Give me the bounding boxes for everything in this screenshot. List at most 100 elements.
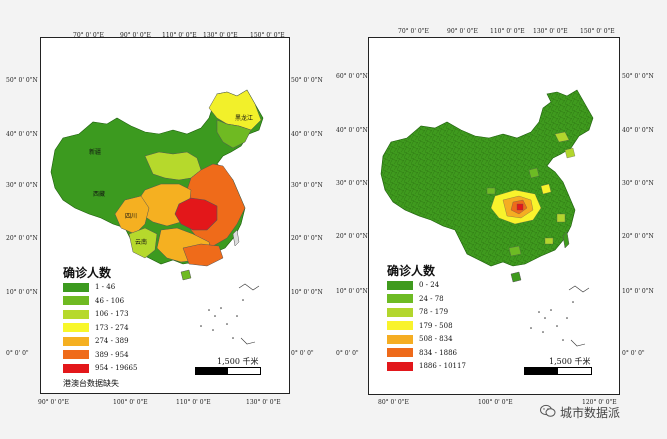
left-legend-item: 106 - 173	[63, 309, 129, 319]
right-right-tick-1: 40° 0' 0"N	[622, 127, 654, 134]
left-right-tick-0: 50° 0' 0"N	[291, 77, 323, 84]
left-legend-title: 确诊人数	[63, 266, 112, 280]
left-right-tick-3: 20° 0' 0"N	[291, 235, 323, 242]
left-legend-label: 954 - 19665	[95, 364, 138, 372]
right-right-tick-4: 10° 0' 0"N	[622, 288, 654, 295]
left-legend-label: 389 - 954	[95, 350, 129, 359]
left-legend-item: 46 - 106	[63, 296, 124, 306]
left-taiwan-island	[232, 229, 240, 247]
left-jilin-region	[216, 119, 252, 149]
right-left-tick-1: 40° 0' 0"N	[336, 127, 368, 134]
right-legend-item: 0 - 24	[387, 280, 439, 290]
right-legend-swatch	[387, 334, 413, 344]
right-top-tick-4: 150° 0' 0"E	[580, 28, 615, 35]
right-legend-label: 1886 - 10117	[419, 362, 466, 370]
left-label-heilongjiang: 黑龙江	[235, 114, 253, 122]
left-legend-label: 173 - 274	[95, 323, 129, 332]
right-legend-item: 1886 - 10117	[387, 361, 466, 371]
left-bottom-tick-3: 130° 0' 0"E	[246, 399, 281, 406]
left-top-tick-4: 150° 0' 0"E	[250, 32, 285, 39]
right-map-frame: 确诊人数 0 - 24 24 - 78 78 - 179 179 - 508 508 -…	[368, 37, 620, 395]
right-left-tick-5: 0° 0' 0"	[336, 350, 359, 357]
left-top-tick-2: 110° 0' 0"E	[162, 32, 197, 39]
right-legend-label: 24 - 78	[419, 294, 444, 303]
left-scale-bar	[195, 367, 261, 375]
right-legend-label: 0 - 24	[419, 281, 440, 289]
left-guangdong-region	[182, 243, 224, 267]
left-label-xinjiang: 新疆	[89, 148, 101, 156]
left-legend-item: 1 - 46	[63, 282, 115, 292]
left-legend-swatch	[63, 323, 89, 332]
right-left-tick-4: 10° 0' 0"N	[336, 288, 368, 295]
left-left-tick-4: 10° 0' 0"N	[6, 289, 38, 296]
left-left-tick-3: 20° 0' 0"N	[6, 235, 38, 242]
watermark: 城市数据派	[540, 403, 620, 422]
right-right-tick-2: 30° 0' 0"N	[622, 180, 654, 187]
right-china-map	[380, 89, 594, 347]
right-legend-item: 179 - 508	[387, 321, 453, 331]
right-right-tick-0: 50° 0' 0"N	[622, 73, 654, 80]
left-left-tick-5: 0° 0' 0"	[6, 350, 29, 357]
left-legend-item: 173 - 274	[63, 323, 129, 333]
right-light-counties	[486, 131, 576, 257]
left-right-tick-5: 0° 0' 0"	[291, 350, 314, 357]
right-legend-label: 508 - 834	[419, 335, 453, 343]
left-left-tick-2: 30° 0' 0"N	[6, 182, 38, 189]
watermark-text: 城市数据派	[560, 406, 621, 420]
right-left-tick-2: 30° 0' 0"N	[336, 180, 368, 187]
right-hainan-island	[510, 271, 522, 283]
right-top-tick-1: 90° 0' 0"E	[447, 28, 478, 35]
right-top-tick-0: 70° 0' 0"E	[398, 28, 429, 35]
left-left-tick-1: 40° 0' 0"N	[6, 131, 38, 138]
right-legend-label: 179 - 508	[419, 321, 453, 330]
left-yunnan-region	[128, 227, 158, 259]
left-legend-label: 46 - 106	[95, 296, 125, 305]
right-taiwan-island	[562, 231, 570, 249]
left-china-map: 黑龙江 新疆 西藏 四川 云南	[50, 89, 264, 345]
right-right-tick-3: 20° 0' 0"N	[622, 233, 654, 240]
right-legend-swatch	[387, 348, 413, 357]
left-hainan-island	[180, 269, 192, 281]
right-legend-title: 确诊人数	[387, 264, 436, 278]
left-legend-item: 954 - 19665	[63, 363, 137, 373]
left-legend-swatch	[63, 336, 89, 346]
right-legend-label: 78 - 179	[419, 308, 449, 316]
wechat-icon	[540, 403, 556, 422]
left-map-frame: 黑龙江 新疆 西藏 四川 云南 确诊人数 1 - 46 46 - 106 106 -…	[40, 37, 290, 394]
left-missing-data-note: 港澳台数据缺失	[63, 379, 119, 388]
right-legend-swatch	[387, 294, 413, 303]
right-legend-swatch	[387, 307, 413, 317]
right-left-tick-3: 20° 0' 0"N	[336, 233, 368, 240]
right-legend-item: 24 - 78	[387, 294, 444, 304]
left-legend-swatch	[63, 296, 89, 305]
right-south-sea-islands	[530, 285, 590, 347]
left-heilongjiang-region	[208, 89, 262, 131]
right-right-tick-5: 0° 0' 0"	[622, 350, 645, 357]
right-bottom-tick-0: 80° 0' 0"E	[378, 399, 409, 406]
right-legend-label: 834 - 1886	[419, 348, 457, 357]
left-right-tick-4: 10° 0' 0"N	[291, 289, 323, 296]
left-sichuan-region	[114, 195, 150, 235]
right-left-tick-0: 60° 0' 0"N	[336, 73, 368, 80]
left-legend-swatch	[63, 282, 89, 292]
right-legend-swatch	[387, 321, 413, 330]
left-label-sichuan: 四川	[125, 213, 137, 220]
right-bottom-tick-2: 120° 0' 0"E	[582, 399, 617, 406]
left-bottom-tick-2: 110° 0' 0"E	[176, 399, 211, 406]
left-scale-label: 1,500 千米	[217, 357, 259, 366]
left-right-tick-2: 30° 0' 0"N	[291, 182, 323, 189]
left-top-tick-1: 90° 0' 0"E	[120, 32, 151, 39]
left-legend-item: 389 - 954	[63, 350, 129, 360]
right-scale-label: 1,500 千米	[549, 357, 591, 366]
left-label-yunnan: 云南	[135, 238, 147, 246]
left-bottom-tick-1: 100° 0' 0"E	[113, 399, 148, 406]
left-legend-swatch	[63, 309, 89, 319]
left-legend-swatch	[63, 363, 89, 373]
left-legend-label: 274 - 389	[95, 337, 129, 345]
right-scale-bar	[524, 367, 592, 375]
left-top-tick-0: 70° 0' 0"E	[73, 32, 104, 39]
right-legend-swatch	[387, 361, 413, 371]
left-top-tick-3: 130° 0' 0"E	[203, 32, 238, 39]
left-legend-label: 106 - 173	[95, 310, 129, 318]
left-legend-swatch	[63, 350, 89, 359]
